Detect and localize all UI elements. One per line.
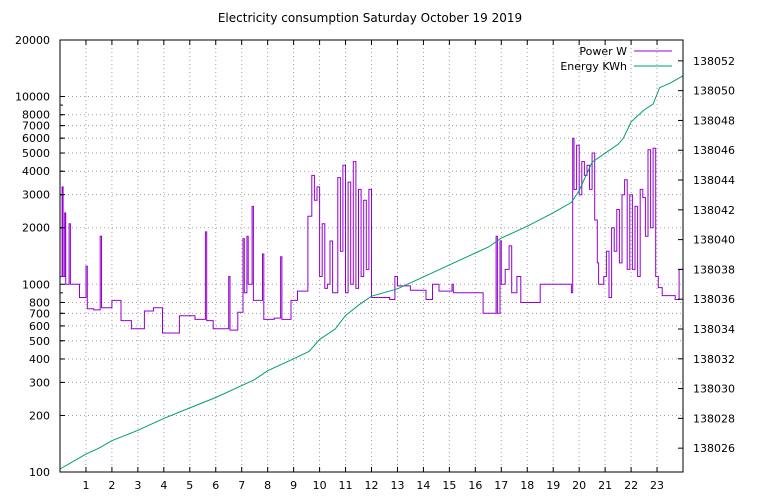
x-tick-label: 1 [82,479,89,492]
x-tick-label: 6 [212,479,219,492]
x-tick-label: 14 [416,479,430,492]
y-tick-label: 300 [29,376,50,389]
y-tick-label: 200 [29,409,50,422]
series-line-energy [59,75,684,470]
y2-tick-label: 138030 [693,383,735,396]
y-tick-label: 4000 [22,165,50,178]
x-tick-label: 20 [572,479,586,492]
x-tick-label: 10 [313,479,327,492]
y2-tick-label: 138036 [693,293,735,306]
y-tick-label: 6000 [22,132,50,145]
series-layer [59,75,684,470]
y2-tick-label: 138044 [693,174,735,187]
grid-lines [60,40,683,472]
y-tick-label: 7000 [22,120,50,133]
x-tick-label: 3 [134,479,141,492]
y2-tick-label: 138052 [693,55,735,68]
y2-tick-label: 138038 [693,263,735,276]
y2-tick-label: 138028 [693,412,735,425]
x-tick-label: 7 [238,479,245,492]
y2-tick-label: 138032 [693,353,735,366]
x-tick-label: 22 [624,479,638,492]
legend-label: Energy KWh [560,60,627,73]
x-tick-label: 13 [390,479,404,492]
chart-title: Electricity consumption Saturday October… [218,11,522,25]
x-tick-label: 18 [520,479,534,492]
y-tick-label: 2000 [22,222,50,235]
x-tick-label: 16 [468,479,482,492]
x-tick-label: 11 [339,479,353,492]
y2-tick-label: 138048 [693,114,735,127]
series-line-power [60,137,683,334]
y2-tick-label: 138042 [693,204,735,217]
x-tick-label: 8 [264,479,271,492]
x-tick-label: 12 [365,479,379,492]
y-tick-label: 500 [29,335,50,348]
y-tick-label: 1000 [22,278,50,291]
x-tick-label: 4 [160,479,167,492]
y-tick-label: 100 [29,466,50,479]
y-tick-label: 800 [29,296,50,309]
y2-tick-label: 138034 [693,323,735,336]
y-tick-label: 10000 [15,91,50,104]
axis-ticks: 1 2 3 4 5 6 7 8 9 10 11 12 13 14 15 16 17 18 19 20 21 22 23100… [15,34,735,492]
y2-tick-label: 138040 [693,234,735,247]
y2-tick-label: 138026 [693,442,735,455]
y2-tick-label: 138050 [693,85,735,98]
legend: Power W Energy KWh [560,45,672,73]
y-tick-label: 400 [29,353,50,366]
y-tick-label: 3000 [22,189,50,202]
x-tick-label: 5 [186,479,193,492]
x-tick-label: 9 [290,479,297,492]
x-tick-label: 2 [108,479,115,492]
y-tick-label: 20000 [15,34,50,47]
y-tick-label: 700 [29,307,50,320]
x-tick-label: 21 [598,479,612,492]
y2-tick-label: 138046 [693,144,735,157]
y-tick-label: 8000 [22,109,50,122]
x-tick-label: 23 [650,479,664,492]
x-tick-label: 17 [494,479,508,492]
x-tick-label: 15 [442,479,456,492]
legend-label: Power W [579,45,627,58]
x-tick-label: 19 [546,479,560,492]
y-tick-label: 5000 [22,147,50,160]
y-tick-label: 600 [29,320,50,333]
